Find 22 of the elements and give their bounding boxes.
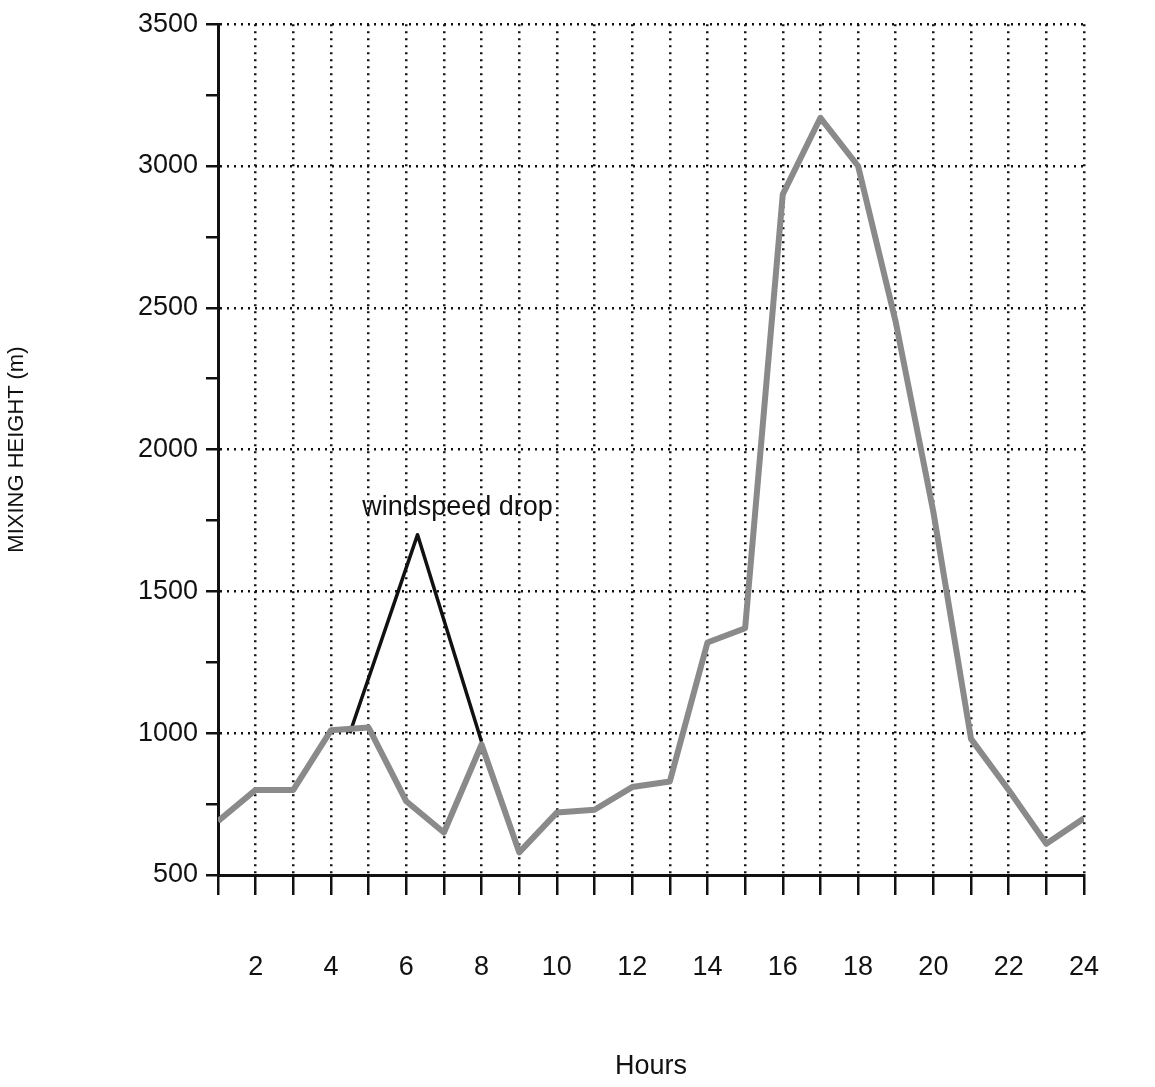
x-tick-label: 2 <box>248 950 264 981</box>
y-tick-label: 3500 <box>137 7 198 38</box>
x-tick-label: 10 <box>541 950 572 981</box>
y-tick-label: 1500 <box>137 574 198 605</box>
x-tick-label: 14 <box>692 950 723 981</box>
x-tick-label: 22 <box>993 950 1024 981</box>
x-tick-label: 12 <box>617 950 648 981</box>
y-tick-label: 2500 <box>137 291 198 322</box>
x-tick-label: 18 <box>843 950 874 981</box>
y-tick-label: 1000 <box>137 716 198 747</box>
x-tick-label: 6 <box>398 950 414 981</box>
x-tick-label: 24 <box>1068 950 1100 981</box>
x-tick-label: 16 <box>767 950 798 981</box>
x-axis-title: Hours <box>614 1050 688 1081</box>
y-tick-label: 3000 <box>137 149 198 180</box>
annotation: windspeed drop <box>361 490 553 521</box>
x-tick-label: 8 <box>474 950 490 981</box>
y-axis-title: MIXING HEIGHT (m) <box>3 346 29 553</box>
x-tick-label: 4 <box>323 950 339 981</box>
y-tick-label: 500 <box>152 858 198 889</box>
x-tick-label: 20 <box>918 950 949 981</box>
y-tick-label: 2000 <box>137 433 198 464</box>
